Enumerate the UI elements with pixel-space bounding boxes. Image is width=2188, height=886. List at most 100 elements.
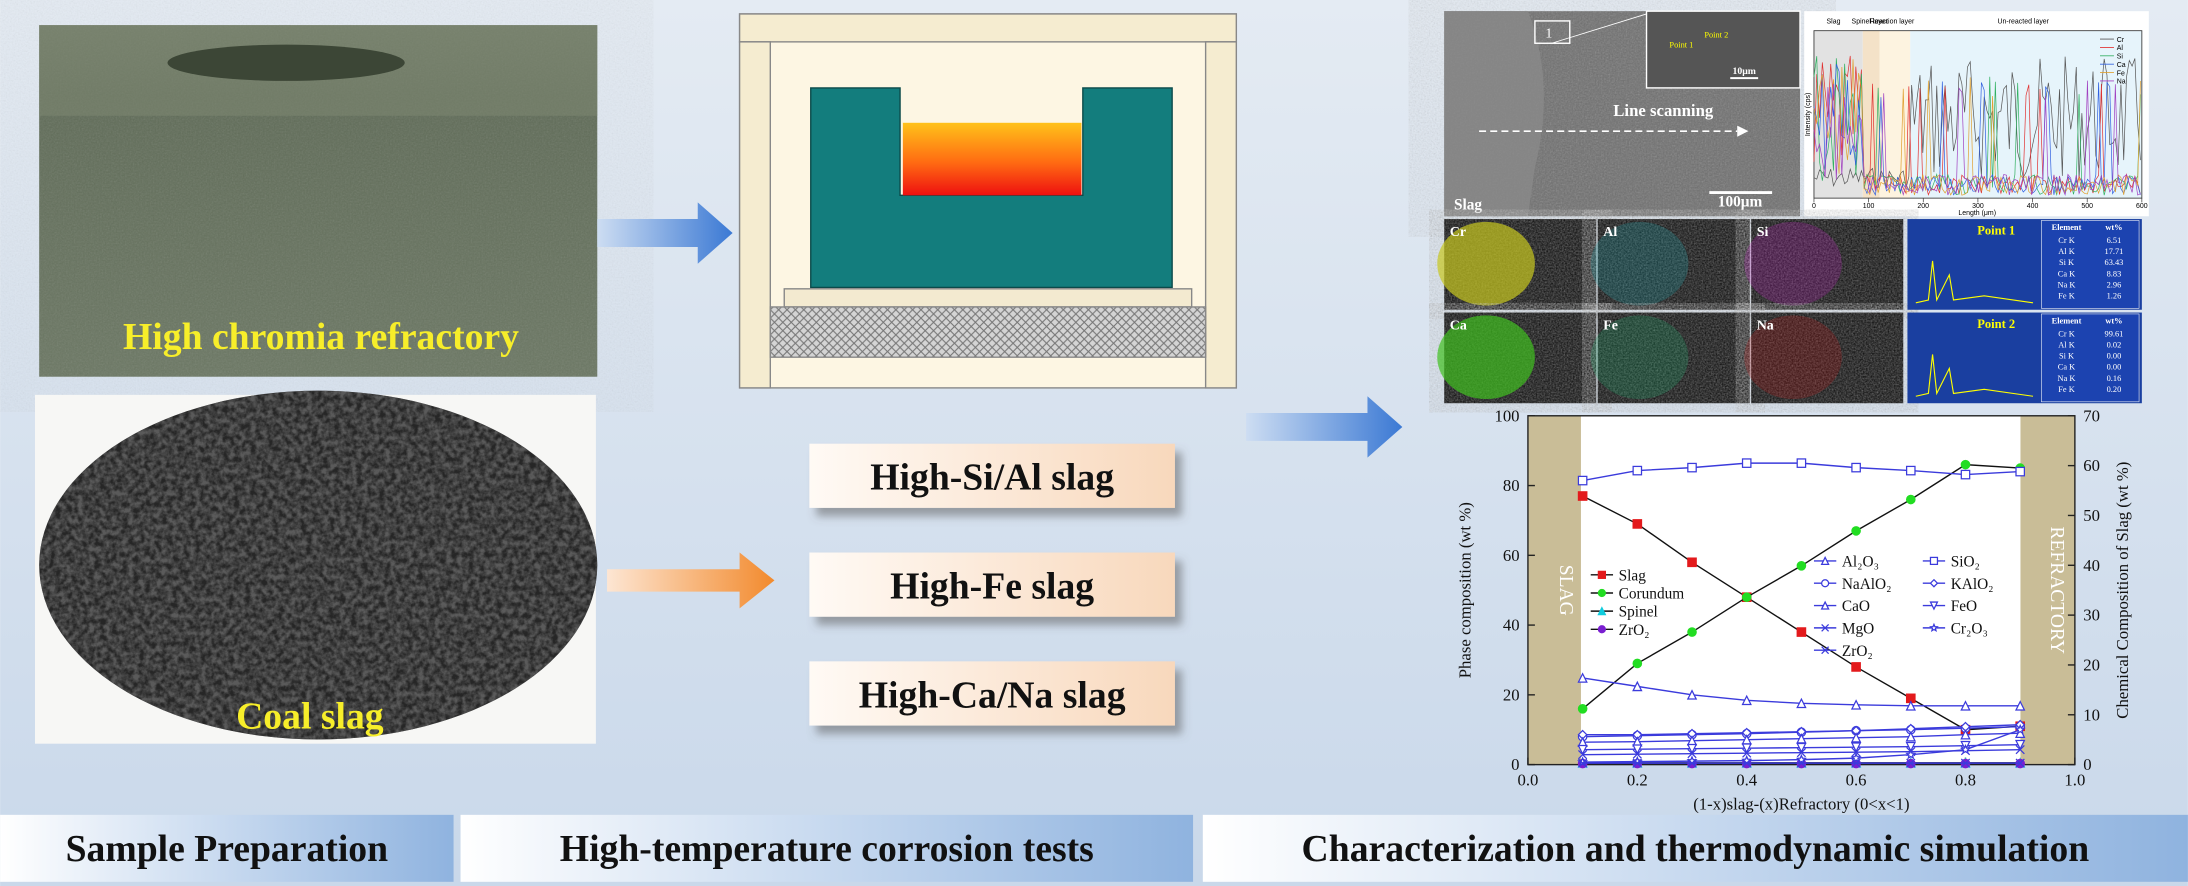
y2-tick-label: 10 [2083,705,2100,724]
point-title: Point 1 [1977,223,2015,237]
marker [1905,741,1916,753]
element-label: Cr [1450,225,1466,240]
y-tick-label: 0 [1511,755,1519,774]
map-region [1744,221,1842,306]
map-texture [1597,219,1750,310]
table-header: wt% [2105,317,2122,326]
arrow [1246,396,1403,458]
legend-label: Si [2117,54,2124,61]
marker [1929,601,1939,611]
spectrum-trace [1915,260,2034,304]
legend-label: CaO [1842,598,1870,615]
marker [2014,739,2026,751]
slag-box [809,661,1175,726]
element-label: Fe [1603,318,1618,333]
marker [1597,588,1606,598]
marker [1796,758,1807,768]
legend-label: SiO₂ [1951,553,1980,570]
marker [1929,578,1939,588]
marker [1687,462,1697,473]
legend-label: Fe [2117,70,2125,77]
marker [1821,579,1830,588]
marker [1905,700,1916,711]
x-tick-label: 0.2 [1627,771,1648,790]
table-cell: Al K [2058,340,2075,349]
marker [1742,748,1752,758]
zone-label: Spinel layer [1852,19,1889,26]
map-region [1590,315,1689,400]
marker [1796,627,1807,637]
marker [1851,462,1861,473]
legend-label: FeO [1951,598,1977,615]
marker [1960,729,1971,740]
point-label: Point 1 [1669,40,1693,49]
marker [1796,742,1807,754]
table-header: Element [2052,317,2082,326]
marker [1741,458,1752,468]
marker [1686,689,1698,700]
marker [1906,758,1916,768]
marker [1577,491,1588,501]
table-cell: 0.20 [2107,385,2122,394]
legend-label: NaAlO₂ [1842,576,1892,593]
y2-axis-label: Chemical Composition of Slag (wt %) [2113,462,2132,719]
marker [1577,744,1588,756]
zone-label: Un-reacted layer [1997,19,2049,26]
marker [1796,458,1807,468]
table-cell: Na K [2058,374,2076,383]
marker [1687,758,1697,768]
marker [1742,758,1752,768]
tick-label: 300 [1972,203,1984,210]
marker [2015,745,2025,755]
refractory-label: High chromia refractory [123,316,519,358]
band-label: SLAG [1555,565,1576,616]
table-cell: 99.61 [2105,329,2124,338]
marker [1632,758,1642,768]
point-label: Point 2 [1704,31,1728,40]
legend-label: Al [2117,45,2124,52]
marker [1597,606,1607,616]
y2-tick-label: 30 [2083,606,2100,625]
axis-label: Intensity (cps) [1805,93,1812,136]
legend-label: Cr₂O₃ [1951,620,1988,637]
coal-slag-label: Coal slag [236,695,384,737]
marker [1851,747,1861,757]
marker [1905,748,1917,760]
marker [1850,732,1862,743]
zone-label: Reaction layer [1870,19,1915,26]
scan-trace [1813,56,2141,189]
marker [1851,758,1861,768]
marker [1577,750,1588,760]
stage-label: High-temperature corrosion tests [560,828,1094,870]
slag-label: High-Ca/Na slag [859,674,1126,716]
marker [1632,749,1642,759]
marker [1741,592,1752,602]
stage-label: Characterization and thermodynamic simul… [1302,828,2090,870]
marker [1929,556,1939,566]
table-cell: Na K [2058,280,2076,289]
table-header: Element [2052,223,2082,232]
thermo-chart: SLAG REFRACTORY (1-x)slag-(x)Refractory … [1456,406,2132,813]
legend-label: Al₂O₃ [1842,553,1879,570]
table-cell: 0.16 [2107,374,2122,383]
slag-box [809,552,1175,617]
marker [1577,703,1588,714]
x-tick-label: 0.0 [1517,771,1538,790]
marker [1820,600,1830,610]
x-tick-label: 0.4 [1736,771,1758,790]
tick-label: 200 [1917,203,1929,210]
legend-label: MgO [1842,620,1874,637]
table-cell: 6.51 [2107,236,2122,245]
x-tick-label: 0.8 [1955,771,1976,790]
tick-label: 400 [2027,203,2039,210]
marker [1929,622,1939,633]
slag-box [809,443,1175,508]
marker [1741,743,1752,754]
map-texture [1751,219,1904,310]
y-tick-label: 20 [1503,685,1520,704]
marker [1687,749,1697,759]
element-label: Al [1603,225,1617,240]
scan-trace [1813,80,2141,197]
table-bg [2041,313,2140,403]
